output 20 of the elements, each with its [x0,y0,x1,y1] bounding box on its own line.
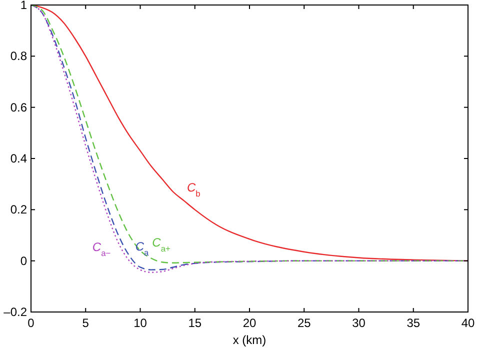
series-label: C$_{a}$ [135,240,149,258]
x-tick-label: 15 [188,316,202,330]
x-tick-label: 30 [352,316,366,330]
x-axis-title: x (km) [232,333,266,347]
series-label: C$_{b}$ [186,180,201,199]
y-tick-label: 0 [20,254,28,268]
x-tick-label: 5 [82,316,90,330]
series-label: C$_{a+}$ [152,235,171,254]
y-tick-label: 1 [20,0,28,12]
series-label: C$_{a−}$ [92,240,111,258]
y-tick-label: –0.2 [4,305,28,319]
x-tick-label: 20 [242,316,256,330]
y-tick-label: 0.6 [10,100,28,114]
x-tick-label: 10 [134,316,148,330]
y-tick-label: 0.4 [10,152,28,166]
x-tick-label: 40 [461,316,475,330]
x-tick-label: 35 [406,316,420,330]
x-tick-label: 25 [297,316,312,330]
y-tick-label: 0.2 [10,202,28,217]
y-tick-label: 0.8 [10,49,28,64]
